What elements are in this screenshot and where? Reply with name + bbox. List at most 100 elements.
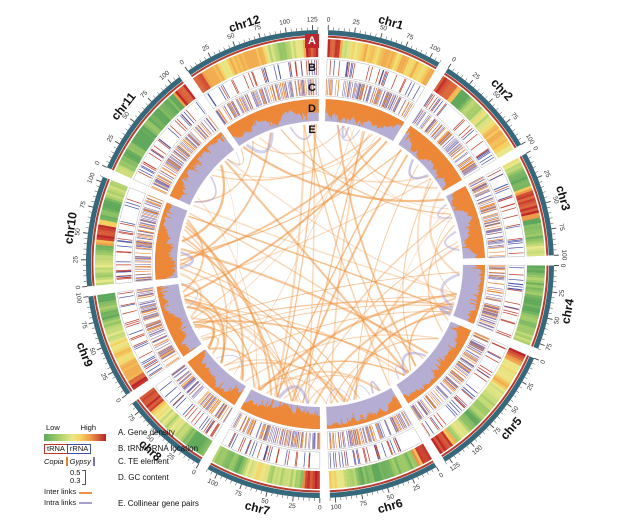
svg-text:0: 0 (539, 359, 547, 365)
legend: Low High A. Gene density tRNA rRNA B. tRN… (44, 423, 199, 511)
svg-text:75: 75 (509, 111, 519, 121)
svg-text:75: 75 (126, 413, 136, 423)
svg-text:75: 75 (253, 24, 262, 33)
inter-links-swatch (79, 491, 93, 494)
svg-text:50: 50 (553, 316, 562, 325)
track-d-gc-content (154, 99, 485, 430)
inter-links-label: Inter links (44, 487, 77, 497)
svg-text:100: 100 (279, 18, 291, 27)
svg-text:75: 75 (359, 500, 368, 508)
svg-text:50: 50 (386, 493, 395, 502)
track-b-trna-rrna (114, 58, 526, 470)
rrna-swatch: rRNA (66, 443, 92, 455)
svg-text:0: 0 (560, 263, 567, 267)
track-e-links (179, 123, 461, 405)
gene-density-gradient (44, 433, 106, 441)
svg-text:D: D (308, 103, 316, 115)
svg-text:chr4: chr4 (558, 297, 577, 325)
svg-text:25: 25 (72, 256, 79, 264)
svg-text:25: 25 (352, 19, 361, 27)
svg-text:75: 75 (79, 200, 88, 209)
svg-text:75: 75 (557, 223, 565, 232)
svg-text:125: 125 (307, 16, 318, 23)
svg-text:25: 25 (201, 43, 211, 53)
svg-text:0: 0 (73, 285, 80, 290)
legend-high-label: High (80, 423, 96, 432)
inter-links-item: Inter links (44, 487, 93, 497)
svg-text:50: 50 (121, 110, 131, 120)
legend-te-label: C. TE element (118, 457, 169, 467)
legend-trna-rrna: tRNA rRNA B. tRNA/rRNA location (44, 443, 199, 455)
svg-text:50: 50 (74, 228, 82, 236)
svg-text:25: 25 (106, 133, 116, 143)
svg-text:100: 100 (524, 133, 536, 146)
svg-text:chr1: chr1 (377, 12, 406, 33)
svg-text:chr2: chr2 (488, 76, 516, 104)
svg-text:0: 0 (190, 469, 197, 477)
svg-text:chr6: chr6 (376, 496, 405, 517)
intra-links-label: Intra links (44, 498, 77, 508)
svg-text:0: 0 (438, 472, 445, 480)
gc-range-bracket (82, 469, 87, 485)
legend-gc: 0.5 0.3 D. GC content (44, 469, 199, 485)
svg-text:50: 50 (226, 32, 236, 41)
legend-gene-density: Low High A. Gene density (44, 423, 199, 441)
legend-gc-label: D. GC content (118, 472, 169, 482)
ideogram-ring (86, 30, 554, 498)
legend-te: Copia Gypsy C. TE element (44, 456, 199, 467)
svg-text:0: 0 (450, 56, 457, 64)
svg-text:chr10: chr10 (61, 211, 79, 245)
intra-links-item: Intra links (44, 498, 93, 508)
legend-trna-rrna-label: B. tRNA/rRNA location (118, 444, 199, 454)
svg-text:100: 100 (428, 43, 441, 54)
svg-text:0: 0 (94, 160, 102, 167)
svg-text:chr7: chr7 (243, 498, 271, 518)
svg-text:0: 0 (531, 145, 539, 152)
svg-text:50: 50 (379, 24, 388, 33)
legend-gene-density-label: A. Gene density (118, 427, 175, 437)
copia-label: Copia (44, 456, 64, 466)
svg-text:25: 25 (558, 289, 566, 297)
legend-links: Inter links Intra links E. Collinear gen… (44, 487, 199, 508)
svg-text:75: 75 (139, 89, 149, 99)
svg-text:50: 50 (145, 434, 155, 444)
svg-text:chr5: chr5 (497, 414, 524, 443)
gypsy-color-bar (92, 457, 95, 467)
svg-text:100: 100 (206, 478, 219, 489)
svg-text:100: 100 (86, 172, 97, 185)
svg-text:75: 75 (545, 342, 554, 352)
svg-text:50: 50 (260, 497, 269, 506)
svg-text:100: 100 (74, 292, 82, 304)
svg-text:chr3: chr3 (553, 184, 573, 212)
svg-text:100: 100 (158, 69, 171, 82)
trna-swatch: tRNA (44, 443, 67, 455)
svg-text:50: 50 (551, 196, 560, 205)
svg-text:75: 75 (234, 489, 244, 498)
svg-text:25: 25 (288, 503, 296, 511)
svg-text:75: 75 (493, 426, 503, 436)
copia-color-bar (65, 457, 68, 467)
intra-links-swatch (79, 502, 93, 505)
legend-low-label: Low (46, 423, 60, 432)
svg-text:E: E (308, 124, 315, 136)
svg-text:25: 25 (542, 169, 551, 179)
legend-links-label: E. Collinear gene pairs (118, 498, 199, 508)
svg-text:A: A (308, 35, 316, 47)
gypsy-label: Gypsy (69, 456, 91, 466)
svg-text:25: 25 (526, 382, 536, 392)
gc-min-value: 0.3 (70, 476, 81, 486)
track-c-te-element (133, 77, 507, 451)
gc-max-value: 0.5 (70, 468, 81, 478)
svg-text:C: C (308, 82, 316, 94)
svg-text:50: 50 (491, 90, 501, 100)
svg-text:75: 75 (405, 32, 415, 41)
svg-text:0: 0 (114, 397, 122, 404)
svg-text:100: 100 (560, 249, 567, 260)
svg-text:25: 25 (99, 372, 109, 382)
svg-text:75: 75 (80, 321, 89, 330)
svg-text:50: 50 (510, 405, 520, 415)
svg-text:25: 25 (166, 452, 176, 462)
